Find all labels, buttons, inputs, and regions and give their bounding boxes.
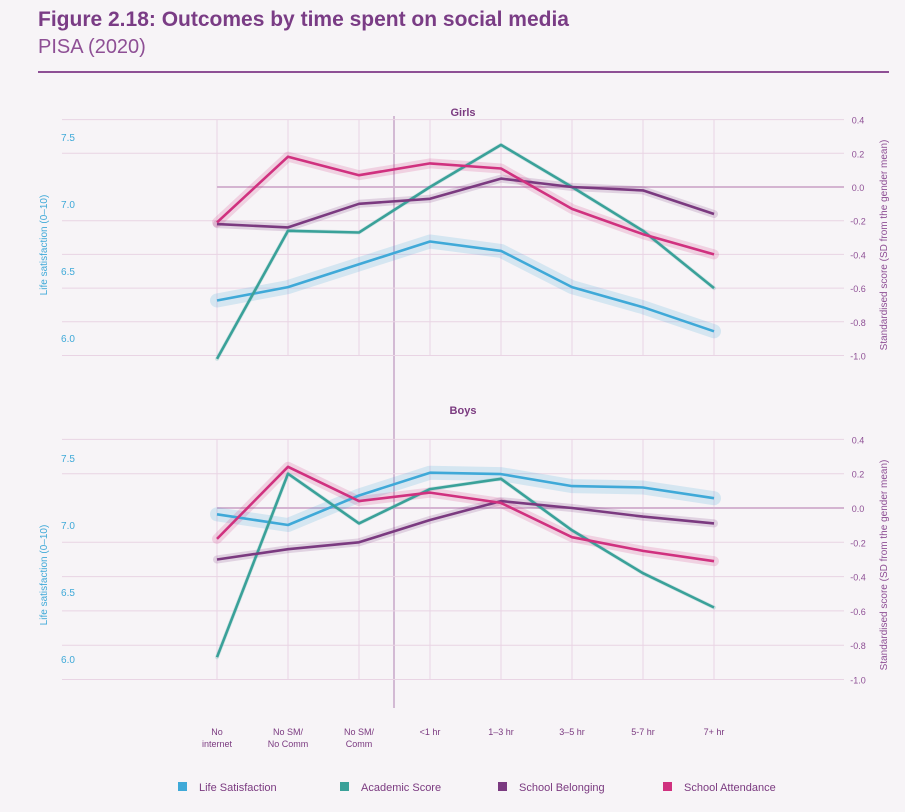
- left-tick-label: 7.5: [61, 133, 75, 144]
- right-tick-label: -0.8: [850, 641, 866, 651]
- legend-label: Academic Score: [361, 782, 441, 794]
- legend-label: Life Satisfaction: [199, 782, 277, 794]
- panel-title-girls: Girls: [450, 107, 475, 119]
- right-tick-label: 0.0: [852, 183, 865, 193]
- legend-swatch: [498, 782, 507, 791]
- panel-title-boys: Boys: [450, 405, 477, 417]
- left-tick-label: 7.5: [61, 454, 75, 465]
- left-tick-label: 7.0: [61, 521, 75, 532]
- left-tick-label: 6.0: [61, 334, 75, 345]
- legend-swatch: [340, 782, 349, 791]
- series-line-life-satisfaction: [216, 471, 715, 527]
- right-tick-label: -0.4: [850, 250, 866, 260]
- right-tick-label: 0.4: [852, 435, 865, 445]
- legend-swatch: [178, 782, 187, 791]
- title-divider: [38, 71, 889, 73]
- right-tick-label: -1.0: [850, 676, 866, 686]
- figure-subtitle: PISA (2020): [38, 36, 146, 58]
- right-tick-label: 0.2: [852, 149, 865, 159]
- right-tick-label: -0.6: [850, 284, 866, 294]
- confidence-band-school-belonging: [213, 174, 718, 232]
- x-tick-label: No SM/No Comm: [268, 727, 309, 749]
- x-tick-label: No SM/Comm: [344, 727, 375, 749]
- left-tick-label: 6.5: [61, 267, 75, 278]
- legend-swatch: [663, 782, 672, 791]
- x-tick-label: 3–5 hr: [559, 727, 585, 737]
- series-line-academic-score: [215, 472, 715, 658]
- right-tick-label: 0.4: [852, 116, 865, 126]
- left-tick-label: 6.0: [61, 655, 75, 666]
- right-tick-label: -0.6: [850, 607, 866, 617]
- x-tick-label: 1–3 hr: [488, 727, 514, 737]
- right-tick-label: -1.0: [850, 352, 866, 362]
- x-tick-label: No internet: [202, 727, 233, 749]
- legend-label: School Belonging: [519, 782, 605, 794]
- figure-title: Figure 2.18: Outcomes by time spent on s…: [38, 8, 569, 31]
- legend: Life Satisfaction Academic Score School Be…: [178, 782, 776, 794]
- right-tick-label: -0.2: [850, 217, 866, 227]
- series-line-school-belonging: [216, 177, 715, 229]
- right-axis-label: Standardised score (SD from the gender m…: [879, 460, 890, 671]
- x-tick-label: <1 hr: [420, 727, 441, 737]
- left-axis-label: Life satisfaction (0–10): [39, 525, 50, 626]
- x-tick-label: 7+ hr: [704, 727, 725, 737]
- legend-label: School Attendance: [684, 782, 776, 794]
- series-line-school-attendance: [216, 465, 715, 563]
- panel-boys: Boys 6.0 6.5 7.0 7.5 Life satisfaction (0–10)…: [39, 405, 890, 686]
- right-tick-label: -0.2: [850, 538, 866, 548]
- x-tick-label: 5-7 hr: [631, 727, 655, 737]
- right-axis-label: Standardised score (SD from the gender m…: [879, 140, 890, 351]
- series-line-school-belonging: [216, 499, 715, 561]
- panel-girls: Girls 6.0 6.5 7.0 7.5 Life satisfaction (0–10…: [39, 107, 890, 362]
- left-tick-label: 7.0: [61, 200, 75, 211]
- right-tick-label: -0.4: [850, 573, 866, 583]
- left-axis-label: Life satisfaction (0–10): [39, 195, 50, 296]
- left-tick-label: 6.5: [61, 588, 75, 599]
- right-tick-label: 0.0: [852, 504, 865, 514]
- series-line-school-attendance: [216, 155, 715, 256]
- right-tick-label: -0.8: [850, 318, 866, 328]
- series-line-life-satisfaction: [216, 240, 715, 333]
- right-tick-label: 0.2: [852, 470, 865, 480]
